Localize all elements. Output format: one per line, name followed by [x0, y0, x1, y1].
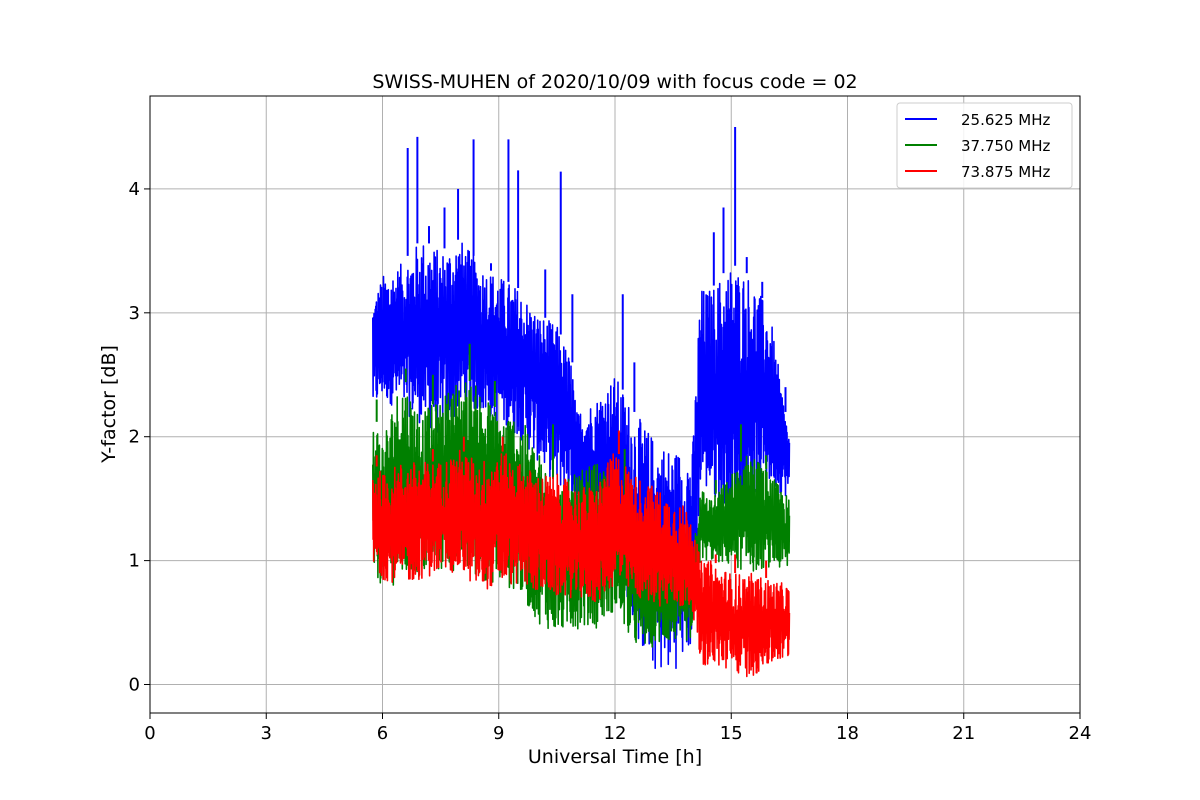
legend-box [896, 102, 1073, 189]
x-tick-label: 9 [493, 723, 504, 744]
legend-label: 37.750 MHz [961, 137, 1050, 155]
plot-series [372, 126, 791, 678]
x-tick-label: 24 [1069, 723, 1092, 744]
x-tick-label: 12 [604, 723, 627, 744]
y-tick-label: 0 [129, 675, 140, 696]
x-axis-label: Universal Time [h] [528, 746, 702, 768]
x-tick-label: 0 [144, 723, 155, 744]
x-tick-label: 3 [261, 723, 272, 744]
legend: 25.625 MHz 37.750 MHz 73.875 MHz [896, 102, 1073, 189]
y-tick-label: 3 [129, 303, 140, 324]
legend-label: 25.625 MHz [961, 111, 1050, 129]
x-tick-label: 6 [377, 723, 388, 744]
y-tick-label: 1 [129, 551, 140, 572]
y-axis-label: Y-factor [dB] [98, 345, 120, 464]
y-tick-label: 4 [129, 179, 140, 200]
series-line [372, 242, 791, 670]
x-tick-label: 15 [720, 723, 743, 744]
chart-title: SWISS-MUHEN of 2020/10/09 with focus cod… [372, 71, 857, 93]
x-tick-label: 18 [836, 723, 859, 744]
series-line [372, 449, 791, 678]
y-tick-label: 2 [129, 427, 140, 448]
legend-label: 73.875 MHz [961, 163, 1050, 181]
x-tick-label: 21 [952, 723, 975, 744]
